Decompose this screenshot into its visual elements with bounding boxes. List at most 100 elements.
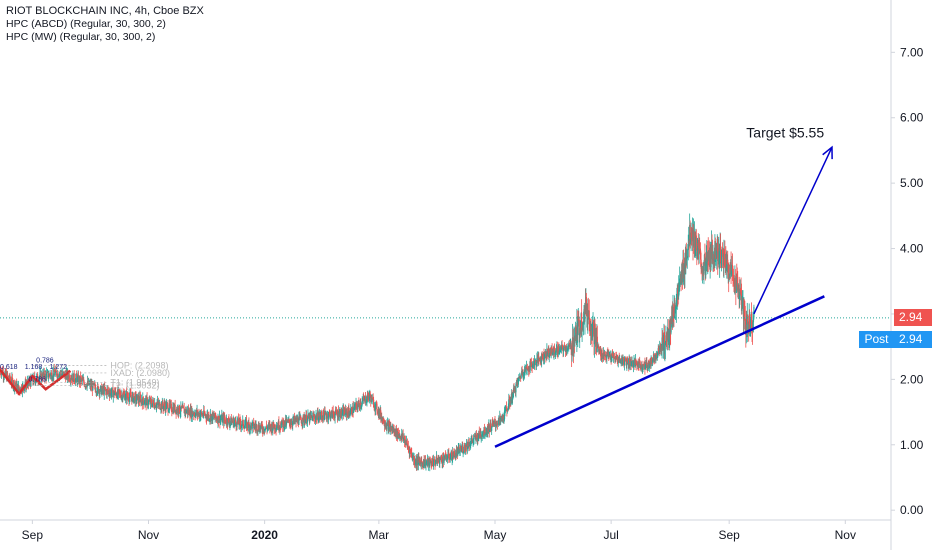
- candle-body: [453, 451, 456, 454]
- candle-body: [648, 362, 650, 364]
- candle-body: [430, 462, 432, 465]
- candle-body: [215, 418, 218, 421]
- candle-body: [555, 348, 557, 352]
- candle-body: [246, 422, 249, 427]
- candle-body: [554, 350, 556, 354]
- candle-body: [523, 370, 526, 375]
- symbol-title[interactable]: RIOT BLOCKCHAIN INC, 4h, Cboe BZX: [6, 5, 204, 17]
- candle-body: [361, 404, 363, 406]
- candle-body: [182, 406, 184, 408]
- candle-body: [388, 423, 390, 432]
- candle-body: [118, 390, 121, 393]
- candle-body: [647, 369, 649, 371]
- candle-body: [356, 403, 358, 408]
- candle-body: [507, 407, 509, 410]
- candle-body: [641, 364, 643, 370]
- candle-body: [613, 357, 615, 359]
- candle-body: [741, 307, 743, 311]
- candle-body: [213, 415, 215, 418]
- candle-body: [113, 390, 115, 396]
- candle-body: [697, 242, 699, 252]
- candle-body: [444, 453, 446, 460]
- indicator-abcd[interactable]: HPC (ABCD) (Regular, 30, 300, 2): [6, 18, 166, 30]
- candle-body: [93, 383, 95, 385]
- support-trendline[interactable]: [494, 295, 825, 448]
- candle-body: [553, 346, 556, 351]
- candle-body: [251, 423, 253, 429]
- candle-body: [129, 392, 132, 395]
- candle-body: [292, 421, 294, 426]
- candle-body: [126, 393, 129, 397]
- candle-body: [523, 374, 525, 376]
- candle-body: [404, 440, 407, 446]
- candle-body: [287, 420, 289, 422]
- candle-body: [494, 420, 496, 424]
- candle-body: [452, 452, 454, 457]
- candle-body: [408, 448, 410, 450]
- candle-body: [457, 449, 459, 456]
- candle-body: [420, 461, 422, 467]
- candle-body: [504, 408, 506, 411]
- candle-body: [153, 402, 155, 407]
- candle-body: [250, 423, 252, 425]
- candle-body: [747, 322, 749, 324]
- candle-body: [416, 460, 418, 466]
- candle-body: [134, 394, 136, 403]
- candle-body: [15, 385, 17, 387]
- candle-body: [208, 419, 211, 421]
- candle-body: [135, 394, 137, 395]
- candle-body: [158, 402, 160, 406]
- candle-body: [714, 241, 716, 256]
- candle-body: [229, 422, 231, 425]
- candle-body: [596, 336, 598, 348]
- x-tick-label: Mar: [369, 528, 390, 542]
- candle-body: [677, 290, 679, 294]
- candle-body: [47, 376, 50, 378]
- candle-body: [130, 394, 132, 398]
- candle-body: [472, 439, 474, 443]
- candle-body: [733, 279, 735, 287]
- candle-body: [649, 362, 651, 364]
- candle-body: [180, 405, 182, 412]
- candle-body: [362, 400, 364, 402]
- candle-body: [514, 386, 516, 392]
- candle-body: [588, 310, 590, 325]
- candle-body: [306, 422, 308, 424]
- candle-body: [413, 457, 416, 464]
- candle-body: [535, 359, 537, 366]
- candle-body: [339, 411, 341, 418]
- candle-body: [469, 445, 471, 447]
- candle-body: [510, 398, 512, 403]
- candle-body: [11, 377, 13, 381]
- candle-body: [44, 372, 46, 379]
- candle-body: [744, 318, 746, 328]
- target-arrow[interactable]: [753, 145, 833, 315]
- candle-body: [541, 353, 543, 362]
- candle-body: [515, 384, 517, 393]
- candle-body: [455, 450, 458, 457]
- candle-body: [76, 376, 79, 383]
- x-tick-label: Jul: [603, 528, 618, 542]
- candle-body: [239, 420, 241, 424]
- candle-body: [228, 418, 230, 423]
- candle-body: [532, 364, 534, 368]
- price-axis[interactable]: 0.001.002.003.004.005.006.007.00: [891, 45, 924, 517]
- candle-body: [440, 456, 442, 460]
- candle-body: [283, 421, 285, 429]
- candle-body: [367, 392, 369, 397]
- candle-body: [494, 423, 497, 427]
- candle-body: [122, 397, 124, 400]
- candle-body: [495, 424, 498, 426]
- indicator-mw[interactable]: HPC (MW) (Regular, 30, 300, 2): [6, 31, 156, 43]
- candle-body: [678, 289, 680, 297]
- candle-body: [109, 393, 111, 396]
- candle-body: [632, 362, 634, 368]
- candle-body: [345, 408, 347, 411]
- candle-body: [672, 306, 675, 316]
- candle-body: [429, 459, 431, 467]
- candle-body: [327, 414, 329, 419]
- candle-body: [552, 350, 554, 352]
- time-axis[interactable]: Sep Nov 2020 Mar May Jul Sep Nov: [22, 520, 856, 542]
- candle-body: [220, 419, 222, 420]
